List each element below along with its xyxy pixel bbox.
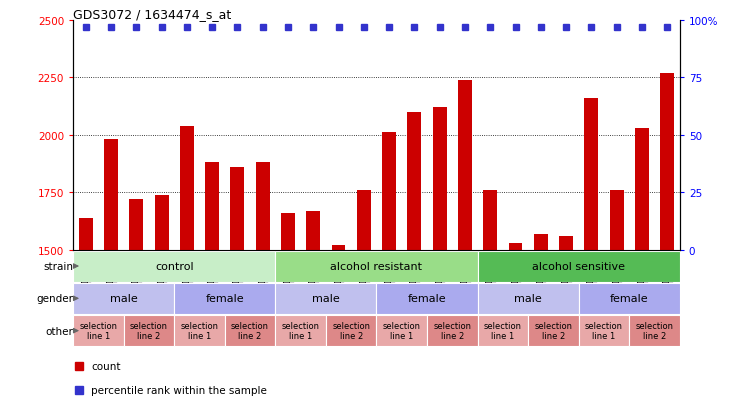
Text: selection
line 1: selection line 1	[585, 321, 623, 340]
Text: selection
line 2: selection line 2	[130, 321, 168, 340]
Bar	[124, 316, 174, 346]
Text: female: female	[408, 294, 447, 304]
Bar	[483, 190, 497, 250]
Bar	[230, 168, 244, 250]
Bar	[276, 251, 477, 282]
Bar	[477, 251, 680, 282]
Bar	[79, 218, 93, 250]
Bar	[376, 283, 477, 314]
Text: alcohol resistant: alcohol resistant	[330, 261, 423, 271]
Bar	[276, 283, 376, 314]
Text: count: count	[91, 361, 121, 371]
Bar	[129, 200, 143, 250]
Text: selection
line 2: selection line 2	[332, 321, 370, 340]
Bar	[458, 81, 472, 250]
Bar	[534, 234, 548, 250]
Bar	[73, 251, 276, 282]
Text: selection
line 2: selection line 2	[635, 321, 673, 340]
Text: alcohol sensitive: alcohol sensitive	[532, 261, 625, 271]
Bar	[276, 316, 326, 346]
Text: gender: gender	[36, 294, 73, 304]
Bar	[433, 108, 447, 250]
Text: female: female	[610, 294, 648, 304]
Bar	[73, 316, 124, 346]
Text: selection
line 1: selection line 1	[281, 321, 319, 340]
Bar	[509, 243, 523, 250]
Text: male: male	[110, 294, 137, 304]
Bar	[559, 237, 573, 250]
Bar	[579, 283, 680, 314]
Bar	[73, 283, 174, 314]
Bar	[180, 126, 194, 250]
Text: selection
line 2: selection line 2	[231, 321, 269, 340]
Text: selection
line 1: selection line 1	[181, 321, 219, 340]
Bar	[477, 316, 528, 346]
Bar	[332, 246, 346, 250]
Text: female: female	[205, 294, 244, 304]
Bar	[306, 211, 320, 250]
Text: percentile rank within the sample: percentile rank within the sample	[91, 385, 267, 395]
Bar	[610, 190, 624, 250]
Text: selection
line 2: selection line 2	[433, 321, 471, 340]
Bar	[629, 316, 680, 346]
Text: selection
line 1: selection line 1	[80, 321, 118, 340]
Bar	[407, 112, 421, 250]
Bar	[104, 140, 118, 250]
Text: GDS3072 / 1634474_s_at: GDS3072 / 1634474_s_at	[73, 8, 231, 21]
Bar	[382, 133, 396, 250]
Bar	[477, 283, 579, 314]
Bar	[376, 316, 427, 346]
Bar	[174, 316, 225, 346]
Text: male: male	[312, 294, 340, 304]
Bar	[225, 316, 276, 346]
Text: male: male	[515, 294, 542, 304]
Bar	[155, 195, 169, 250]
Bar	[660, 74, 674, 250]
Bar	[174, 283, 276, 314]
Bar	[579, 316, 629, 346]
Text: selection
line 1: selection line 1	[383, 321, 421, 340]
Bar	[528, 316, 579, 346]
Bar	[427, 316, 477, 346]
Text: selection
line 2: selection line 2	[534, 321, 572, 340]
Bar	[635, 128, 649, 250]
Bar	[326, 316, 376, 346]
Bar	[584, 99, 598, 250]
Bar	[281, 214, 295, 250]
Text: other: other	[45, 326, 73, 336]
Bar	[205, 163, 219, 250]
Bar	[357, 190, 371, 250]
Text: selection
line 1: selection line 1	[484, 321, 522, 340]
Text: strain: strain	[43, 261, 73, 271]
Text: control: control	[155, 261, 194, 271]
Bar	[256, 163, 270, 250]
